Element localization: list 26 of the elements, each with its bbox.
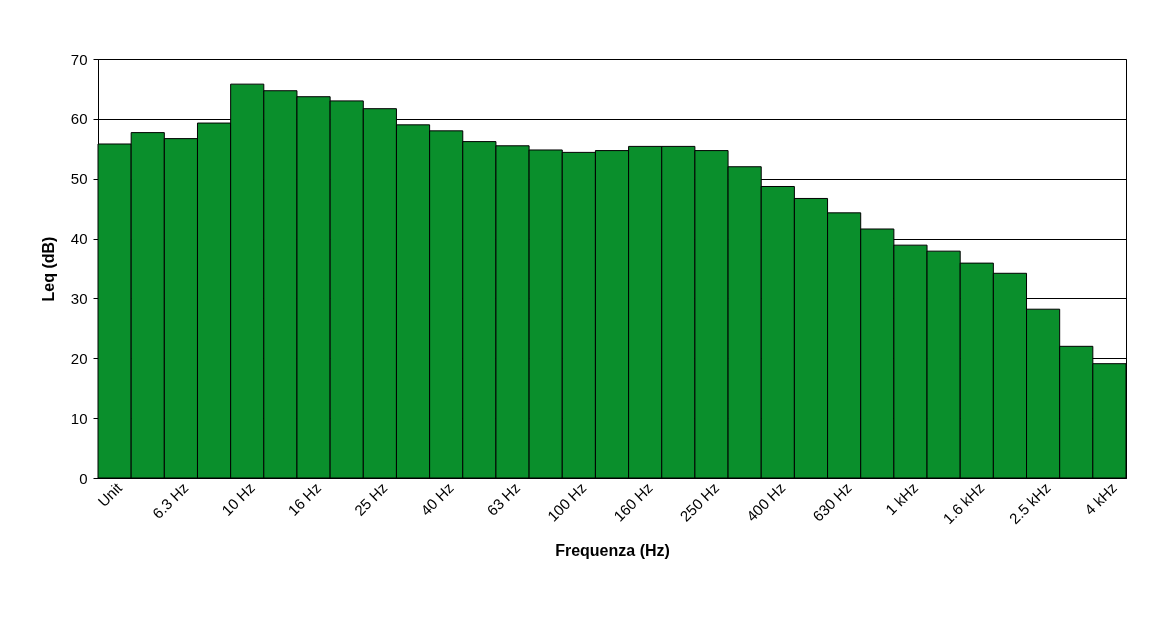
y-tick-label: 0 <box>79 469 88 487</box>
x-tick-label: 4 kHz <box>1080 479 1121 519</box>
x-tick-label: 16 Hz <box>284 479 325 519</box>
y-tick-label: 60 <box>70 110 88 128</box>
x-tick-label: 1 kHz <box>881 479 922 519</box>
x-tick-label: 1.6 kHz <box>939 479 988 528</box>
y-tick-label: 10 <box>70 409 88 427</box>
y-axis-title: Leq (dB) <box>39 236 57 302</box>
x-tick-label: 400 Hz <box>742 479 789 525</box>
x-tick-label: 250 Hz <box>676 479 723 525</box>
x-tick-label: 40 Hz <box>417 479 457 519</box>
y-tick-label: 30 <box>70 289 88 307</box>
x-tick-label: 630 Hz <box>809 479 855 525</box>
y-tick-label: 40 <box>70 230 88 248</box>
x-axis-title: Frequenza (Hz) <box>555 542 670 560</box>
x-tick-label: 25 Hz <box>350 479 391 519</box>
x-tick-label: 10 Hz <box>218 479 258 519</box>
y-tick-label: 70 <box>70 50 88 68</box>
x-tick-label: Unit <box>94 478 126 510</box>
x-tick-label: 160 Hz <box>610 479 656 525</box>
x-tick-label: 63 Hz <box>483 479 524 519</box>
y-tick-label: 50 <box>70 170 88 188</box>
x-tick-label: 2.5 kHz <box>1005 479 1054 528</box>
y-tick-label: 20 <box>70 349 88 367</box>
x-tick-label: 6.3 Hz <box>148 479 192 522</box>
x-tick-label: 100 Hz <box>543 479 590 525</box>
